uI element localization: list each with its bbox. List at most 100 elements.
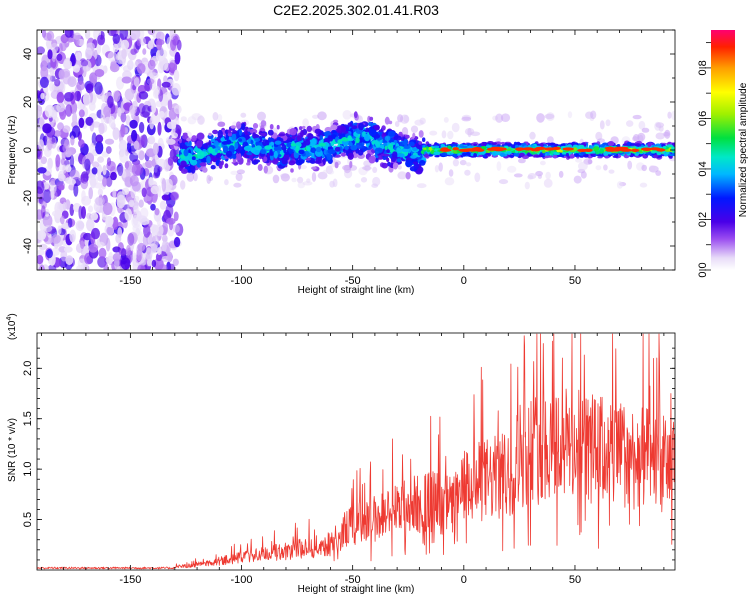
heatmap-cell — [264, 145, 273, 150]
heatmap-cell — [384, 116, 390, 125]
heatmap-cell — [212, 157, 217, 163]
heatmap-cell — [59, 215, 65, 225]
tick-label: 20 — [22, 96, 34, 108]
heatmap-cell — [87, 205, 94, 213]
heatmap-cell — [656, 148, 666, 152]
heatmap-cell — [163, 91, 172, 101]
heatmap-cell — [290, 143, 296, 147]
heatmap-cell — [106, 157, 112, 167]
heatmap-cell — [513, 173, 523, 178]
heatmap-cell — [394, 121, 400, 127]
colorbar-gradient — [711, 30, 735, 270]
heatmap-cell — [63, 92, 74, 102]
heatmap-cell — [402, 145, 411, 149]
heatmap-cell — [381, 162, 389, 169]
heatmap-cell — [341, 137, 349, 142]
heatmap-cell — [153, 164, 161, 177]
heatmap-cell — [334, 146, 341, 152]
heatmap-cell — [492, 151, 496, 157]
heatmap-cell — [416, 183, 427, 189]
heatmap-cell — [148, 72, 159, 79]
heatmap-cell — [372, 176, 381, 187]
heatmap-cell — [260, 132, 267, 136]
heatmap-cell — [274, 140, 282, 145]
tick-label: 1.5 — [22, 411, 34, 426]
heatmap-cell — [631, 148, 640, 152]
heatmap-cell — [263, 165, 268, 174]
heatmap-cell — [590, 110, 597, 120]
heatmap-cell — [284, 151, 289, 155]
spectrogram-cells — [37, 30, 675, 270]
heatmap-cell — [381, 125, 386, 131]
heatmap-cell — [540, 142, 544, 148]
heatmap-cell — [289, 128, 297, 136]
heatmap-cell — [91, 227, 100, 240]
heatmap-cell — [241, 122, 246, 131]
heatmap-cell — [167, 156, 174, 166]
heatmap-cell — [117, 227, 123, 238]
heatmap-cell — [183, 149, 189, 157]
heatmap-cell — [42, 214, 53, 228]
tick-label: 0.2 — [697, 212, 709, 227]
heatmap-cell — [251, 160, 259, 165]
heatmap-cell — [412, 132, 416, 139]
heatmap-cell — [578, 161, 588, 171]
heatmap-cell — [124, 88, 135, 101]
heatmap-cell — [222, 145, 229, 154]
heatmap-cell — [128, 199, 135, 208]
heatmap-cell — [63, 246, 73, 253]
heatmap-cell — [655, 132, 665, 140]
heatmap-cell — [68, 178, 76, 186]
heatmap-cell — [78, 205, 83, 220]
heatmap-cell — [130, 30, 141, 40]
heatmap-cell — [557, 154, 561, 157]
tick-label: -150 — [119, 275, 141, 287]
heatmap-cell — [629, 143, 637, 146]
heatmap-cell — [106, 226, 115, 236]
heatmap-cell — [102, 177, 108, 187]
heatmap-cell — [546, 151, 550, 156]
heatmap-cell — [511, 144, 516, 149]
heatmap-cell — [595, 165, 602, 171]
heatmap-cell — [269, 124, 274, 130]
heatmap-cell — [307, 133, 314, 140]
heatmap-cell — [498, 179, 509, 185]
heatmap-cell — [132, 252, 137, 263]
snr-multiplier: (x104) — [6, 313, 18, 340]
heatmap-cell — [281, 158, 288, 165]
heatmap-cell — [127, 233, 135, 246]
heatmap-cell — [147, 234, 156, 247]
tick-label: 1.0 — [22, 462, 34, 477]
heatmap-cell — [527, 175, 534, 180]
heatmap-cell — [112, 189, 117, 198]
heatmap-cell — [155, 224, 164, 237]
heatmap-cell — [43, 32, 52, 41]
heatmap-cell — [322, 157, 326, 166]
heatmap-cell — [496, 138, 502, 143]
heatmap-cell — [246, 162, 251, 166]
heatmap-cell — [616, 181, 623, 189]
heatmap-cell — [561, 151, 566, 155]
heatmap-cell — [38, 139, 45, 152]
heatmap-cell — [45, 249, 53, 259]
heatmap-cell — [507, 143, 512, 147]
heatmap-cell — [434, 165, 439, 173]
heatmap-cell — [243, 145, 252, 152]
tick-label: -100 — [231, 275, 253, 287]
heatmap-cell — [166, 138, 176, 145]
heatmap-cell — [467, 127, 472, 138]
heatmap-cell — [157, 247, 162, 256]
heatmap-cell — [495, 113, 504, 123]
heatmap-cell — [108, 115, 116, 128]
heatmap-cell — [91, 167, 98, 175]
heatmap-cell — [80, 173, 85, 183]
heatmap-cell — [102, 165, 107, 176]
heatmap-cell — [147, 59, 156, 70]
heatmap-cell — [159, 110, 165, 118]
heatmap-cell — [197, 151, 205, 159]
heatmap-cell — [465, 152, 471, 156]
heatmap-cell — [405, 134, 410, 139]
heatmap-cell — [374, 150, 379, 155]
heatmap-cell — [642, 147, 652, 151]
heatmap-cell — [387, 143, 394, 151]
